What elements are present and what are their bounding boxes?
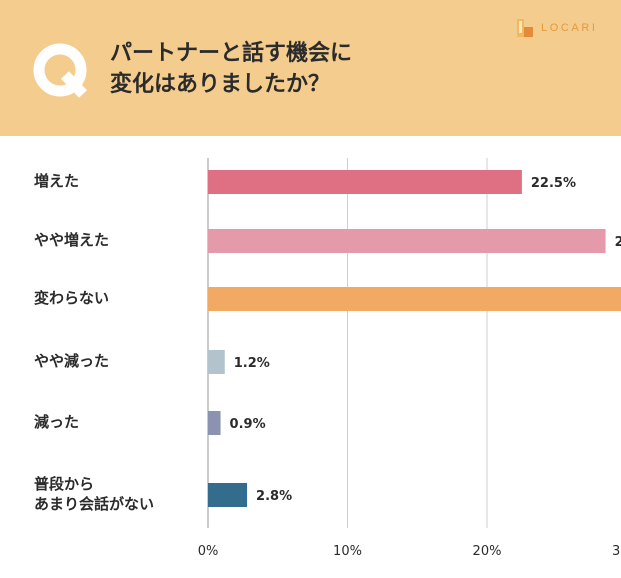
locari-logo-icon xyxy=(517,19,533,37)
category-label: 変わらない xyxy=(34,289,110,307)
category-label: 増えた xyxy=(34,172,80,190)
bar-1 xyxy=(208,229,606,253)
question-header: パートナーと話す機会に 変化はありましたか？ LOCARI xyxy=(0,0,621,136)
q-badge-icon xyxy=(32,42,88,98)
bar-0 xyxy=(208,170,522,194)
bar-2 xyxy=(208,287,621,311)
question-line-2: 変化はありましたか？ xyxy=(110,72,331,97)
data-label: 0.9% xyxy=(230,417,266,432)
data-label: 2.8% xyxy=(256,489,292,504)
logo-text: LOCARI xyxy=(541,22,598,34)
bar-3 xyxy=(208,350,225,374)
bar-4 xyxy=(208,411,221,435)
question-line-1: パートナーと話す機会に xyxy=(110,41,353,66)
category-label: 普段から あまり会話がない xyxy=(34,475,155,513)
bar-5 xyxy=(208,483,248,507)
x-tick-label: 10% xyxy=(333,544,362,559)
data-label: 28.5% xyxy=(615,235,621,250)
question-text: パートナーと話す機会に 変化はありましたか？ xyxy=(110,38,352,100)
category-label: やや増えた xyxy=(34,231,110,249)
locari-logo: LOCARI xyxy=(517,18,598,38)
data-label: 1.2% xyxy=(234,356,270,371)
data-label: 22.5% xyxy=(531,176,576,191)
x-tick-label: 0% xyxy=(198,544,219,559)
category-label: 減った xyxy=(34,413,80,431)
x-tick-label: 20% xyxy=(473,544,502,559)
x-tick-label: 30% xyxy=(612,544,621,559)
category-label: やや減った xyxy=(34,352,110,370)
